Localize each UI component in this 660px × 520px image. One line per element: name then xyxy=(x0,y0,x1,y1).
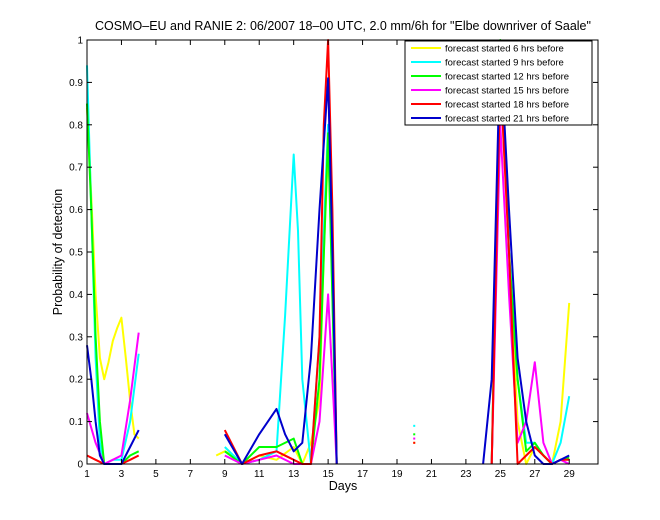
series-point xyxy=(413,433,416,436)
y-tick-label: 0.6 xyxy=(69,205,83,216)
chart-title: COSMO–EU and RANIE 2: 06/2007 18–00 UTC,… xyxy=(95,19,591,33)
x-tick-label: 11 xyxy=(254,469,265,480)
legend-entry: forecast started 9 hrs before xyxy=(445,58,564,69)
y-axis-label: Probability of detection xyxy=(51,189,65,316)
x-tick-label: 27 xyxy=(529,469,541,480)
x-tick-label: 3 xyxy=(119,469,125,480)
x-tick-label: 9 xyxy=(222,469,228,480)
x-tick-label: 23 xyxy=(460,469,472,480)
series-point xyxy=(413,437,416,440)
x-axis-label: Days xyxy=(329,479,357,493)
x-tick-label: 15 xyxy=(323,469,335,480)
x-tick-label: 29 xyxy=(564,469,576,480)
legend-entry: forecast started 21 hrs before xyxy=(445,114,569,125)
series-line xyxy=(224,132,338,465)
y-tick-label: 0.5 xyxy=(69,248,83,259)
series-point xyxy=(413,424,416,427)
x-tick-label: 5 xyxy=(153,469,159,480)
series-line xyxy=(215,149,338,465)
y-tick-label: 0.9 xyxy=(69,78,83,89)
legend-entry: forecast started 15 hrs before xyxy=(445,86,569,97)
legend-entry: forecast started 6 hrs before xyxy=(445,44,564,55)
y-tick-label: 1 xyxy=(77,36,83,47)
series-line xyxy=(223,77,338,465)
axis-layer: 1 3 5 7 9 11 13 15 17 19 21 23 25 27 2900.10.20.30.40.… xyxy=(69,36,598,480)
y-tick-label: 0.1 xyxy=(69,417,83,428)
series-point xyxy=(413,441,416,444)
legend-entry: forecast started 18 hrs before xyxy=(445,100,569,111)
x-tick-label: 1 xyxy=(84,469,90,480)
x-tick-label: 25 xyxy=(495,469,507,480)
y-tick-label: 0.8 xyxy=(69,120,83,131)
y-tick-label: 0.2 xyxy=(69,375,83,386)
y-tick-label: 0.4 xyxy=(69,290,83,301)
x-tick-label: 7 xyxy=(188,469,194,480)
series-line xyxy=(482,43,570,465)
x-tick-label: 21 xyxy=(426,469,438,480)
legend-box xyxy=(404,40,593,126)
series-line xyxy=(86,332,140,465)
legend: forecast started 6 hrs before forecast st… xyxy=(404,40,593,126)
x-tick-label: 19 xyxy=(391,469,403,480)
x-tick-label: 17 xyxy=(357,469,369,480)
x-tick-label: 13 xyxy=(288,469,300,480)
y-tick-label: 0.3 xyxy=(69,332,83,343)
y-tick-label: 0.7 xyxy=(69,163,83,174)
legend-entry: forecast started 12 hrs before xyxy=(445,72,569,83)
series-layer xyxy=(86,39,571,465)
series-line xyxy=(490,72,570,465)
series-line xyxy=(490,123,570,465)
y-tick-label: 0 xyxy=(77,460,83,471)
